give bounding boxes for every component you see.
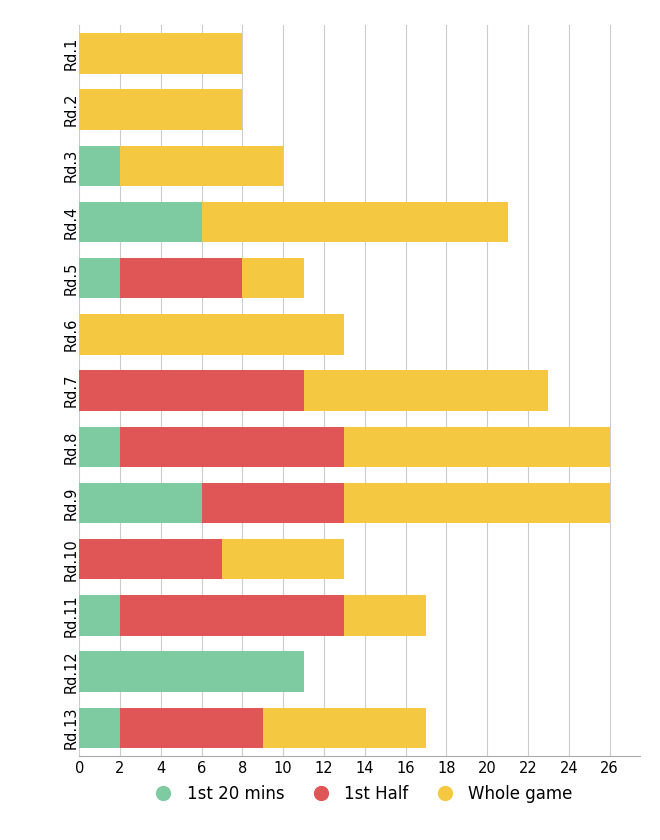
Bar — [201, 483, 345, 523]
Bar — [345, 427, 610, 467]
Bar — [79, 89, 242, 129]
Bar — [79, 33, 242, 74]
Bar — [120, 145, 283, 186]
Bar — [242, 258, 304, 298]
Bar — [79, 539, 222, 580]
Bar — [79, 707, 120, 748]
Bar — [345, 483, 610, 523]
Bar — [79, 314, 345, 354]
Bar — [79, 596, 120, 636]
Bar — [345, 596, 426, 636]
Bar — [79, 202, 201, 242]
Bar — [79, 652, 304, 692]
Bar — [79, 145, 120, 186]
Bar — [120, 258, 242, 298]
Legend: 1st 20 mins, 1st Half, Whole game: 1st 20 mins, 1st Half, Whole game — [140, 779, 579, 810]
Bar — [120, 427, 345, 467]
Bar — [79, 483, 201, 523]
Bar — [120, 596, 345, 636]
Bar — [222, 539, 345, 580]
Bar — [120, 707, 263, 748]
Bar — [79, 427, 120, 467]
Bar — [201, 202, 508, 242]
Bar — [79, 258, 120, 298]
Bar — [79, 370, 304, 411]
Bar — [263, 707, 426, 748]
Bar — [304, 370, 548, 411]
